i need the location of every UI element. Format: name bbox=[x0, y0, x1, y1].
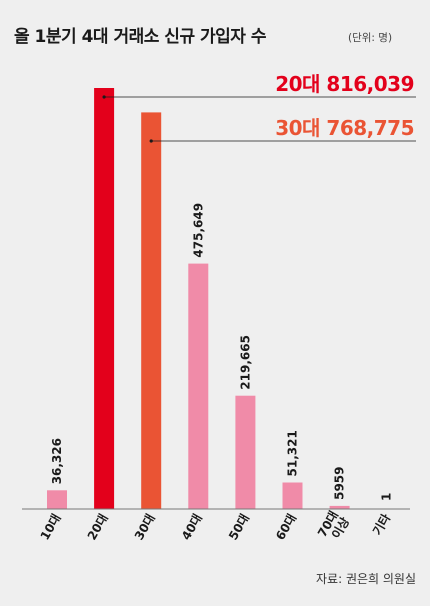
bar-value-label-7: 5959 bbox=[333, 466, 347, 499]
bars-layer: 36,326 10대 20대 30대 475,649 40대 219,665 50대 51,32… bbox=[38, 88, 394, 547]
category-label-3: 30대 bbox=[132, 512, 158, 543]
chart-title: 올 1분기 4대 거래소 신규 가입자 수 bbox=[14, 27, 267, 47]
category-text-3: 30대 bbox=[132, 512, 158, 543]
bar-value-label-5: 219,665 bbox=[238, 335, 252, 390]
bar-3 bbox=[141, 112, 162, 510]
callout-label-1: 20대 816,039 bbox=[275, 72, 414, 96]
category-text-1: 10대 bbox=[38, 512, 64, 543]
bar-value-label-1: 36,326 bbox=[50, 438, 64, 484]
category-text-2: 20대 bbox=[85, 512, 111, 543]
category-label-5: 50대 bbox=[226, 512, 252, 543]
bar-6 bbox=[282, 482, 303, 509]
category-label-4: 40대 bbox=[179, 512, 205, 543]
bar-4 bbox=[188, 263, 209, 509]
bar-5 bbox=[235, 395, 256, 509]
category-label-1: 10대 bbox=[38, 512, 64, 543]
category-text-6: 60대 bbox=[273, 512, 299, 543]
callout-marker-2 bbox=[149, 139, 153, 143]
category-label-6: 60대 bbox=[273, 512, 299, 543]
bar-value-label-6: 51,321 bbox=[286, 430, 300, 476]
category-text-4: 40대 bbox=[179, 512, 205, 543]
category-text-8: 기타 bbox=[369, 511, 393, 538]
category-label-2: 20대 bbox=[85, 512, 111, 543]
bar-1 bbox=[47, 490, 67, 509]
callouts-layer: 20대 816,039 30대 768,775 bbox=[102, 72, 416, 143]
source-note: 자료: 권은희 의원실 bbox=[316, 572, 416, 586]
bar-2 bbox=[94, 88, 115, 509]
bar-value-label-8: 1 bbox=[380, 493, 394, 501]
bar-7 bbox=[329, 505, 350, 509]
chart-unit: (단위: 명) bbox=[348, 31, 392, 44]
category-text-7: 70대이상 bbox=[315, 509, 352, 547]
callout-label-2: 30대 768,775 bbox=[275, 116, 414, 140]
category-label-7: 70대이상 bbox=[315, 509, 352, 547]
category-label-8: 기타 bbox=[369, 511, 393, 538]
category-text-5: 50대 bbox=[226, 512, 252, 543]
bar-value-label-4: 475,649 bbox=[191, 203, 205, 258]
